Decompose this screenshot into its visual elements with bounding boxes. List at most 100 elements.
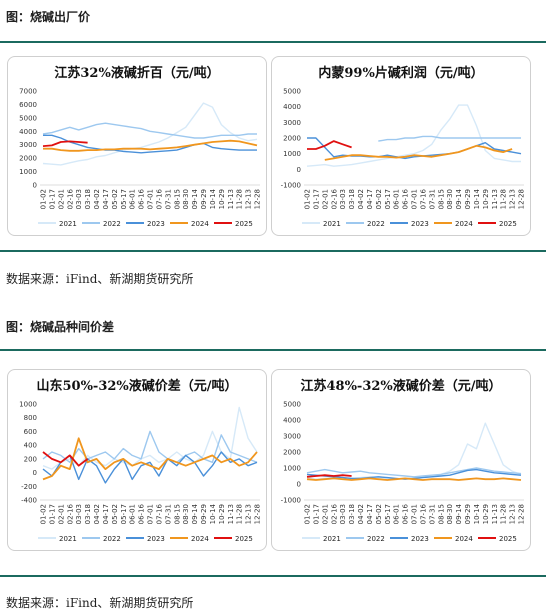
x-tick-label: 03-18: [84, 504, 92, 524]
y-tick-label: 3000: [283, 433, 301, 441]
y-tick-label: 2000: [19, 155, 37, 163]
x-tick-label: 06-01: [129, 189, 137, 209]
x-tick-label: 04-17: [102, 504, 110, 524]
series-line-2024: [42, 437, 258, 481]
series-line-2025: [42, 451, 89, 467]
legend-label-2023: 2023: [411, 220, 429, 228]
series-line-2023: [306, 468, 522, 480]
x-tick-label: 03-03: [339, 189, 347, 209]
x-tick-label: 02-01: [57, 504, 65, 524]
x-tick-label: 07-31: [164, 504, 172, 524]
x-tick-label: 11-13: [227, 504, 235, 524]
x-tick-label: 07-16: [155, 503, 163, 524]
y-tick-label: 800: [24, 414, 37, 422]
x-tick-label: 09-14: [455, 503, 463, 524]
x-tick-label: 09-29: [464, 189, 472, 209]
x-tick-label: 12-13: [245, 504, 253, 524]
x-tick-label: 09-29: [200, 189, 208, 209]
y-tick-label: 5000: [19, 114, 37, 122]
x-tick-label: 09-14: [455, 188, 463, 209]
x-tick-label: 02-16: [66, 503, 74, 524]
x-tick-label: 12-13: [509, 504, 517, 524]
y-tick-label: -1000: [281, 497, 301, 505]
y-tick-label: 1000: [283, 150, 301, 158]
x-tick-label: 07-01: [147, 504, 155, 524]
legend-label-2024: 2024: [455, 220, 473, 228]
series-line-2021: [306, 104, 521, 167]
legend-label-2024: 2024: [191, 220, 209, 228]
x-tick-label: 02-16: [66, 188, 74, 209]
x-tick-label: 02-16: [330, 503, 338, 524]
x-tick-label: 10-29: [218, 189, 226, 209]
x-tick-label: 08-30: [446, 189, 454, 209]
x-tick-label: 12-13: [245, 189, 253, 209]
x-tick-label: 02-01: [57, 189, 65, 209]
series-line-2022: [42, 122, 257, 139]
y-tick-label: -200: [21, 483, 37, 491]
x-tick-label: 12-28: [254, 189, 262, 209]
chart-shandong-50-32-spread: 山东50%-32%液碱价差（元/吨） -400 -200 0 200 400 600 800 1…: [19, 378, 262, 543]
section-title-factory-price: 图：烧碱出厂价: [6, 10, 91, 24]
series-line-2024: [324, 144, 513, 161]
legend-label-2022: 2022: [103, 535, 121, 543]
x-tick-label: 05-02: [111, 189, 119, 209]
x-tick-label: 12-28: [254, 504, 262, 524]
x-tick-label: 11-13: [491, 504, 499, 524]
series-line-2022: [42, 430, 258, 463]
x-tick-label: 10-14: [209, 188, 217, 209]
x-tick-label: 01-02: [304, 189, 312, 209]
x-tick-label: 06-01: [393, 189, 401, 209]
y-tick-label: 2000: [283, 135, 301, 143]
x-tick-label: 11-13: [491, 189, 499, 209]
x-tick-label: 07-01: [411, 504, 419, 524]
x-tick-label: 07-16: [419, 503, 427, 524]
x-tick-label: 04-02: [357, 189, 365, 209]
x-tick-label: 07-01: [411, 189, 419, 209]
x-tick-label: 04-17: [366, 189, 374, 209]
y-tick-label: 0: [33, 182, 37, 190]
legend-label-2023: 2023: [411, 535, 429, 543]
chart-title: 江苏48%-32%液碱价差（元/吨）: [300, 378, 501, 394]
x-tick-label: 10-14: [473, 503, 481, 524]
chart-title: 山东50%-32%液碱价差（元/吨）: [36, 378, 237, 394]
x-tick-label: 06-01: [129, 504, 137, 524]
x-tick-label: 11-28: [500, 189, 508, 209]
x-tick-label: 03-18: [348, 504, 356, 524]
x-tick-label: 05-02: [111, 504, 119, 524]
x-tick-label: 02-01: [321, 504, 329, 524]
x-tick-label: 07-16: [419, 188, 427, 209]
y-tick-label: 600: [24, 428, 37, 436]
x-tick-label: 12-13: [509, 189, 517, 209]
y-tick-label: 3000: [19, 141, 37, 149]
x-tick-label: 06-16: [402, 503, 410, 524]
legend-label-2023: 2023: [147, 535, 165, 543]
legend-label-2024: 2024: [191, 535, 209, 543]
y-tick-label: 6000: [19, 101, 37, 109]
legend-label-2023: 2023: [147, 220, 165, 228]
x-tick-label: 02-01: [321, 189, 329, 209]
x-tick-label: 08-30: [182, 504, 190, 524]
x-tick-label: 04-02: [93, 189, 101, 209]
x-tick-label: 07-01: [147, 189, 155, 209]
chart-jiangsu-32-liquid-caustic: 江苏32%液碱折百（元/吨） 0 1000 2000 3000 4000 5000 6000 7…: [19, 65, 262, 228]
x-tick-label: 01-02: [40, 189, 48, 209]
chart-panel-jiangsu-spread: 江苏48%-32%液碱价差（元/吨） -1000 0 1000 2000 3000 4000…: [271, 369, 531, 551]
x-tick-label: 08-15: [437, 189, 445, 209]
x-tick-label: 10-29: [482, 504, 490, 524]
legend-label-2025: 2025: [235, 220, 253, 228]
x-tick-label: 08-15: [173, 189, 181, 209]
x-tick-label: 09-14: [191, 503, 199, 524]
y-tick-label: 0: [297, 481, 301, 489]
x-tick-label: 08-15: [437, 504, 445, 524]
x-tick-label: 03-03: [75, 504, 83, 524]
x-tick-label: 11-28: [236, 504, 244, 524]
x-tick-label: 05-02: [375, 189, 383, 209]
x-tick-label: 01-17: [312, 504, 320, 524]
x-tick-label: 09-29: [464, 504, 472, 524]
y-tick-label: -1000: [281, 182, 301, 190]
chart-panel-jiangsu-32: 江苏32%液碱折百（元/吨） 0 1000 2000 3000 4000 5000 6000 7…: [7, 56, 267, 236]
y-tick-label: 3000: [283, 119, 301, 127]
x-tick-label: 01-17: [48, 189, 56, 209]
x-tick-label: 10-14: [473, 188, 481, 209]
chart-panel-neimenggu-99: 内蒙99%片碱利润（元/吨） -1000 0 1000 2000 3000 4000 5000…: [271, 56, 531, 236]
